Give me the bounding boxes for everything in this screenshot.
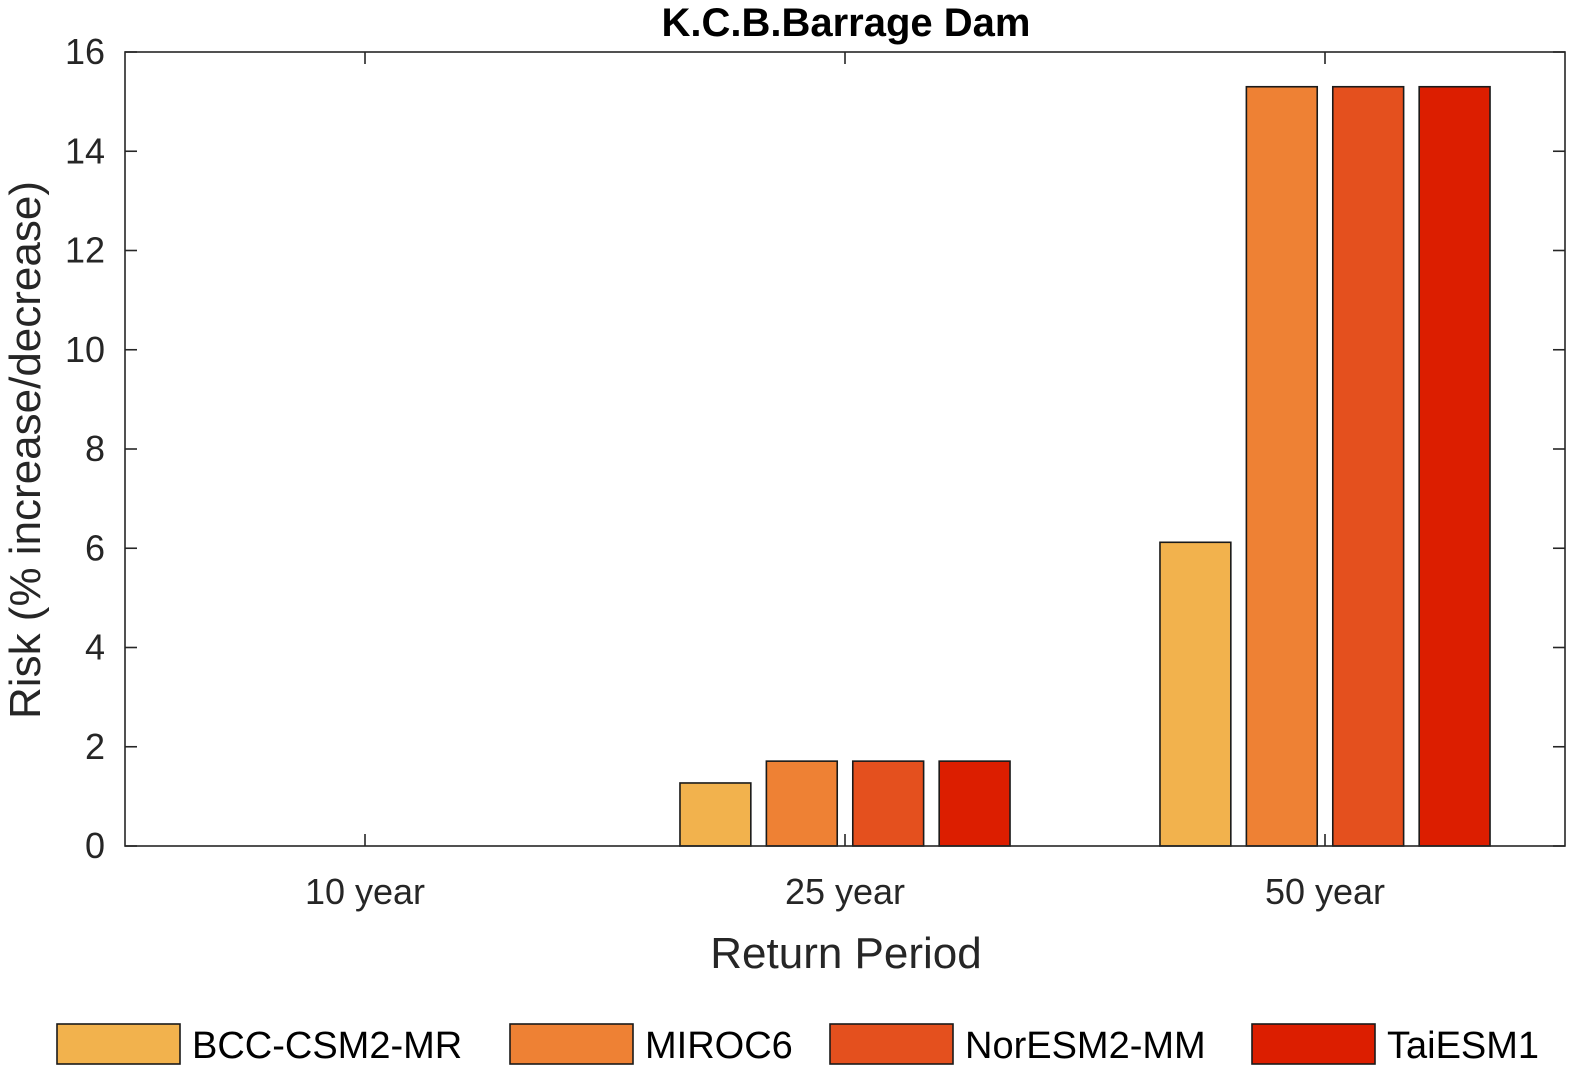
bar-bcc-csm2-mr-50-year	[1159, 541, 1232, 847]
x-tick-label: 10 year	[305, 871, 425, 912]
bar-taiesm1-50-year	[1418, 85, 1491, 847]
x-tick-label: 25 year	[785, 871, 905, 912]
legend-label-bcc-csm2-mr: BCC-CSM2-MR	[192, 1025, 462, 1067]
x-axis-title: Return Period	[710, 929, 981, 978]
y-tick-label: 2	[85, 726, 105, 767]
y-tick-label: 16	[65, 31, 105, 72]
legend-label-noresm2-mm: NorESM2-MM	[965, 1025, 1206, 1067]
y-tick-label: 14	[65, 130, 105, 171]
legend: BCC-CSM2-MR MIROC6 NorESM2-MM TaiESM1	[56, 1023, 1539, 1067]
bar-miroc6-25-year	[765, 760, 839, 847]
y-tick-label: 6	[85, 527, 105, 568]
legend-swatch-bcc-csm2-mr	[56, 1023, 181, 1065]
axes-group: 0 2 4 6 8 10 12 14 16 10 year 25 year 50 year	[65, 31, 1566, 912]
x-tick-label: 50 year	[1265, 871, 1385, 912]
y-tick-label: 10	[65, 329, 105, 370]
y-tick-label: 8	[85, 428, 105, 469]
bar-noresm2-mm-25-year	[851, 760, 925, 847]
y-axis-title: Risk (% increase/decrease)	[1, 181, 50, 719]
y-tick-label: 12	[65, 230, 105, 271]
bar-noresm2-mm-50-year	[1331, 85, 1405, 847]
legend-label-taiesm1: TaiESM1	[1387, 1025, 1539, 1067]
legend-swatch-noresm2-mm	[829, 1023, 954, 1065]
y-tick-label: 0	[85, 825, 105, 866]
legend-label-miroc6: MIROC6	[645, 1025, 793, 1067]
chart-title: K.C.B.Barrage Dam	[661, 1, 1030, 45]
y-tick-label: 4	[85, 627, 105, 668]
bar-bcc-csm2-mr-25-year	[679, 782, 752, 847]
bar-miroc6-50-year	[1245, 85, 1319, 847]
legend-swatch-taiesm1	[1251, 1023, 1376, 1065]
legend-swatch-miroc6	[509, 1023, 634, 1065]
bar-taiesm1-25-year	[938, 760, 1011, 847]
bars-group	[679, 85, 1491, 847]
